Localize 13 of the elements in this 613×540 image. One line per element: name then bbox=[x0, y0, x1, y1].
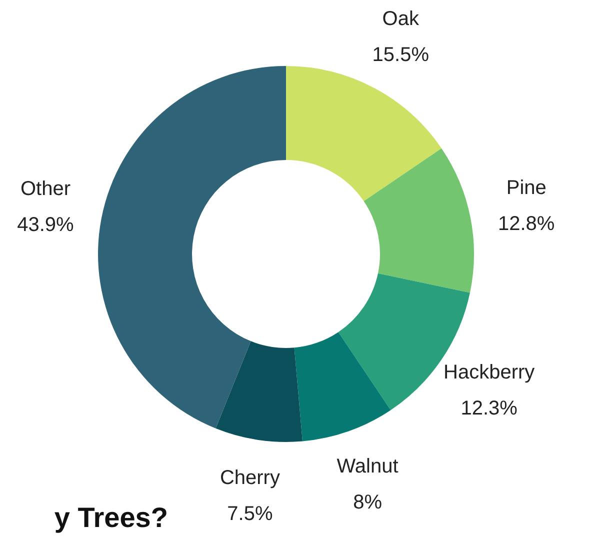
slice-label: Pine bbox=[506, 177, 546, 200]
data-label: 12.3% bbox=[460, 398, 518, 420]
slice-label: Cherry bbox=[220, 466, 280, 489]
data-label: 12.8% bbox=[498, 213, 555, 236]
slice-label: Hackberry bbox=[443, 362, 535, 384]
data-label: 8% bbox=[353, 492, 382, 514]
slice-label: Walnut bbox=[336, 456, 399, 478]
slice-label: Oak bbox=[382, 8, 420, 30]
text: y Trees? bbox=[54, 502, 168, 533]
data-label: 43.9% bbox=[17, 214, 74, 236]
data-label: 15.5% bbox=[372, 44, 430, 66]
data-label: 7.5% bbox=[227, 502, 273, 525]
slice-label: Other bbox=[20, 178, 71, 200]
